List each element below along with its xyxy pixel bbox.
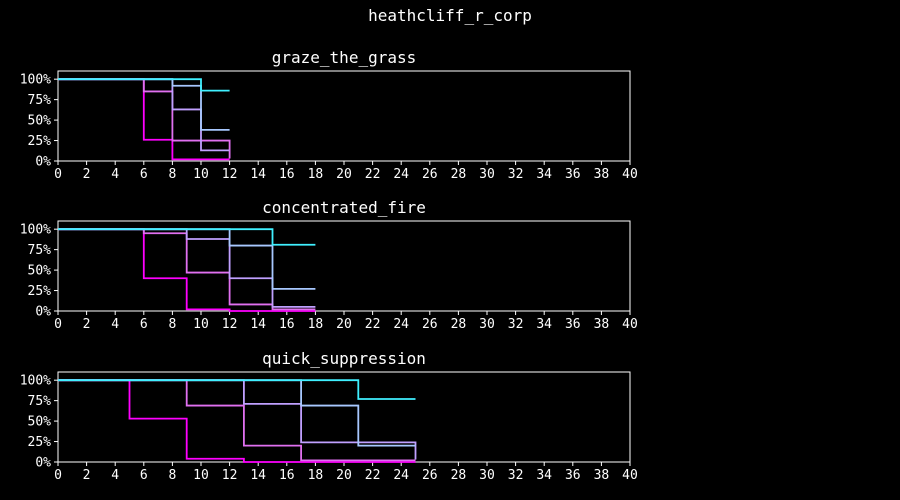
x-tick-label: 4 — [111, 468, 119, 483]
x-tick-label: 10 — [193, 468, 209, 483]
x-tick-label: 20 — [336, 167, 352, 182]
y-tick-label: 75% — [28, 243, 52, 258]
x-tick-label: 34 — [536, 317, 552, 332]
x-tick-label: 8 — [168, 317, 176, 332]
x-tick-label: 34 — [536, 167, 552, 182]
series-line — [58, 228, 316, 246]
figure-title: heathcliff_r_corp — [368, 6, 532, 25]
x-tick-label: 10 — [193, 317, 209, 332]
series-line — [58, 228, 316, 312]
x-tick-label: 26 — [422, 468, 438, 483]
y-tick-label: 50% — [28, 264, 52, 279]
panel-title: quick_suppression — [262, 349, 426, 368]
x-tick-label: 36 — [565, 468, 581, 483]
panel-title: graze_the_grass — [272, 48, 417, 67]
x-tick-label: 28 — [451, 167, 467, 182]
x-tick-label: 16 — [279, 167, 295, 182]
x-tick-label: 28 — [451, 317, 467, 332]
y-tick-label: 100% — [20, 223, 51, 238]
x-tick-label: 0 — [54, 468, 62, 483]
x-tick-label: 22 — [365, 167, 381, 182]
x-tick-label: 12 — [222, 317, 238, 332]
series-line — [58, 379, 416, 462]
x-tick-label: 6 — [140, 167, 148, 182]
x-tick-label: 32 — [508, 468, 524, 483]
series-line — [58, 78, 230, 92]
x-tick-label: 20 — [336, 317, 352, 332]
y-tick-label: 25% — [28, 435, 52, 450]
x-tick-label: 6 — [140, 317, 148, 332]
y-tick-label: 25% — [28, 284, 52, 299]
x-tick-label: 14 — [250, 317, 266, 332]
x-tick-label: 22 — [365, 468, 381, 483]
x-tick-label: 18 — [308, 317, 324, 332]
y-tick-label: 50% — [28, 114, 52, 129]
x-tick-label: 12 — [222, 167, 238, 182]
series-line — [58, 228, 316, 308]
x-tick-label: 2 — [83, 317, 91, 332]
x-tick-label: 0 — [54, 167, 62, 182]
x-tick-label: 14 — [250, 468, 266, 483]
x-tick-label: 32 — [508, 167, 524, 182]
y-tick-label: 75% — [28, 93, 52, 108]
x-tick-label: 40 — [622, 317, 638, 332]
x-tick-label: 36 — [565, 167, 581, 182]
x-tick-label: 2 — [83, 167, 91, 182]
x-tick-label: 30 — [479, 167, 495, 182]
x-tick-label: 28 — [451, 468, 467, 483]
series-line — [58, 379, 416, 447]
axes-frame — [57, 371, 631, 463]
x-tick-label: 40 — [622, 167, 638, 182]
series-line — [58, 379, 417, 460]
y-tick-label: 100% — [20, 73, 51, 88]
x-tick-label: 26 — [422, 317, 438, 332]
x-tick-label: 4 — [111, 317, 119, 332]
y-tick-label: 25% — [28, 134, 52, 149]
x-tick-label: 38 — [594, 468, 610, 483]
y-tick-label: 0% — [35, 456, 51, 471]
panel-title: concentrated_fire — [262, 198, 426, 217]
x-tick-label: 20 — [336, 468, 352, 483]
x-tick-label: 36 — [565, 317, 581, 332]
x-tick-label: 38 — [594, 167, 610, 182]
x-tick-label: 14 — [250, 167, 266, 182]
x-tick-label: 24 — [393, 317, 409, 332]
x-tick-label: 6 — [140, 468, 148, 483]
x-tick-label: 30 — [479, 317, 495, 332]
series-line — [58, 379, 416, 463]
x-tick-label: 8 — [168, 167, 176, 182]
y-tick-label: 0% — [35, 155, 51, 170]
x-tick-label: 34 — [536, 468, 552, 483]
y-tick-label: 75% — [28, 394, 52, 409]
x-tick-label: 30 — [479, 468, 495, 483]
x-tick-label: 26 — [422, 167, 438, 182]
x-tick-label: 18 — [308, 167, 324, 182]
y-tick-label: 100% — [20, 374, 51, 389]
x-tick-label: 16 — [279, 317, 295, 332]
x-tick-label: 2 — [83, 468, 91, 483]
x-tick-label: 4 — [111, 167, 119, 182]
x-tick-label: 0 — [54, 317, 62, 332]
x-tick-label: 16 — [279, 468, 295, 483]
x-tick-label: 22 — [365, 317, 381, 332]
x-tick-label: 12 — [222, 468, 238, 483]
x-tick-label: 8 — [168, 468, 176, 483]
y-tick-label: 50% — [28, 415, 52, 430]
x-tick-label: 32 — [508, 317, 524, 332]
x-tick-label: 10 — [193, 167, 209, 182]
y-tick-label: 0% — [35, 305, 51, 320]
series-line — [58, 379, 416, 400]
x-tick-label: 40 — [622, 468, 638, 483]
x-tick-label: 38 — [594, 317, 610, 332]
x-tick-label: 24 — [393, 167, 409, 182]
x-tick-label: 18 — [308, 468, 324, 483]
x-tick-label: 24 — [393, 468, 409, 483]
